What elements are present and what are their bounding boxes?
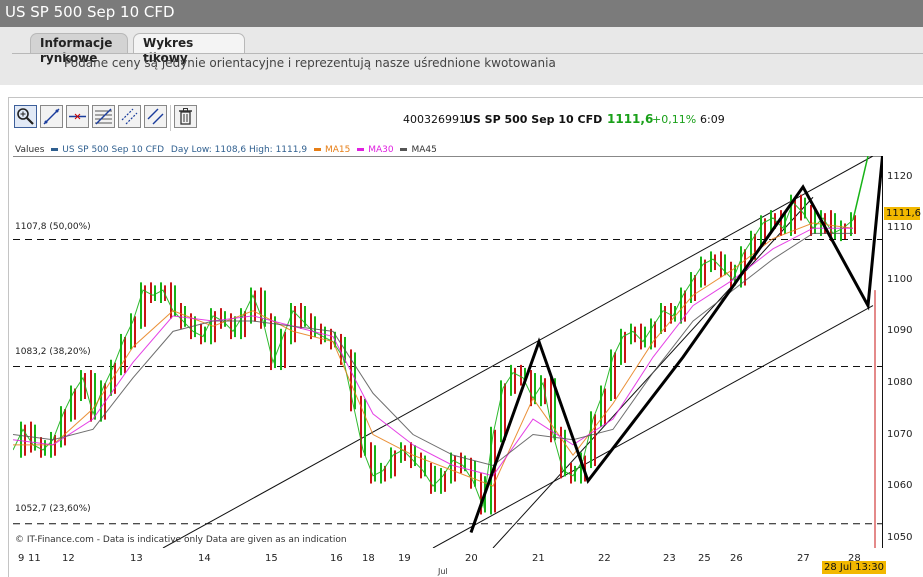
trash-icon[interactable] [174, 105, 197, 128]
channel-line [432, 305, 874, 548]
last-price-badge: 1111,6 [884, 207, 921, 220]
legend-day-range: Day Low: 1108,6 High: 1111,9 [170, 145, 308, 155]
x-tick-label: 14 [198, 553, 211, 564]
instrument-name: US SP 500 Sep 10 CFD [464, 113, 603, 126]
price-change: +0,11% [652, 113, 697, 126]
last-price: 1111,6 [607, 112, 654, 126]
y-tick-label: 1070 [887, 428, 913, 440]
tab-bar: Informacje rynkowe Wykres tikowy Podane … [0, 27, 923, 85]
legend-ma45-label: MA45 [411, 145, 437, 155]
tab-divider [12, 53, 923, 54]
x-tick-label: 23 [663, 553, 676, 564]
legend-ma15-label: MA15 [324, 145, 351, 155]
chart-panel [8, 97, 923, 577]
y-tick-label: 1050 [887, 531, 913, 543]
x-tick-label: 11 [28, 553, 41, 564]
instrument-id: 400326991 [403, 113, 466, 126]
tab-tick-chart[interactable]: Wykres tikowy [133, 33, 245, 65]
horizontal-line-icon[interactable] [66, 105, 89, 128]
price-notice: Podane ceny są jedynie orientacyjne i re… [64, 56, 556, 70]
x-tick-label: 22 [598, 553, 611, 564]
y-tick-label: 1090 [887, 325, 913, 337]
x-tick-label: 20 [465, 553, 478, 564]
projection-line [852, 156, 869, 221]
parallel-lines-icon[interactable] [144, 105, 167, 128]
fib-label-38: 1083,2 (38,20%) [15, 347, 91, 357]
ma-line-ma45 [13, 232, 853, 467]
x-tick-label: 21 [532, 553, 545, 564]
fib-label-50: 1107,8 (50,00%) [15, 222, 91, 232]
ma-line-ma15 [13, 222, 854, 487]
chart-legend: Values US SP 500 Sep 10 CFD Day Low: 110… [15, 145, 441, 155]
channel-icon[interactable] [118, 105, 141, 128]
x-tick-label: 13 [130, 553, 143, 564]
x-tick-label: 19 [398, 553, 411, 564]
x-tick-label: 25 [698, 553, 711, 564]
x-tick-label: 16 [330, 553, 343, 564]
quote-time: 6:09 [700, 113, 725, 126]
chart-toolbar [14, 105, 197, 131]
ma-line-ma30 [13, 227, 853, 477]
fibonacci-icon[interactable] [92, 105, 115, 128]
legend-ma30-swatch [357, 148, 365, 151]
x-tick-label: 27 [797, 553, 810, 564]
y-tick-label: 1110 [887, 222, 913, 234]
zigzag-pattern [469, 156, 883, 534]
legend-ma15-swatch [313, 148, 321, 151]
trend-line-icon[interactable] [40, 105, 63, 128]
x-tick-label: 26 [730, 553, 743, 564]
x-tick-label: 28 [848, 553, 861, 564]
y-tick-label: 1100 [887, 273, 913, 285]
toolbar-separator [170, 105, 171, 131]
date-cursor-badge: 28 Jul 13:30 [822, 561, 886, 574]
y-tick-label: 1060 [887, 480, 913, 492]
x-tick-label: 15 [265, 553, 278, 564]
tab-market-info[interactable]: Informacje rynkowe [30, 33, 128, 65]
price-plot[interactable] [13, 156, 883, 548]
window-title: US SP 500 Sep 10 CFD [0, 0, 923, 27]
x-tick-label: 18 [362, 553, 375, 564]
legend-ma45-swatch [400, 148, 408, 151]
price-series-line [13, 201, 854, 509]
fib-label-23: 1052,7 (23,60%) [15, 504, 91, 514]
legend-ma30-label: MA30 [368, 145, 394, 155]
copyright-note: © IT-Finance.com - Data is indicative on… [15, 535, 347, 545]
zoom-icon[interactable] [14, 105, 37, 128]
legend-series-swatch [51, 148, 59, 151]
legend-series-label: US SP 500 Sep 10 CFD [62, 145, 165, 155]
channel-line [162, 156, 874, 548]
price-chart[interactable] [13, 156, 883, 548]
x-tick-label: 9 [18, 553, 25, 564]
x-tick-label: 12 [62, 553, 75, 564]
y-tick-label: 1080 [887, 376, 913, 388]
legend-values-label: Values [15, 145, 45, 155]
y-tick-label: 1120 [887, 170, 913, 182]
month-label: Jul [438, 567, 448, 576]
